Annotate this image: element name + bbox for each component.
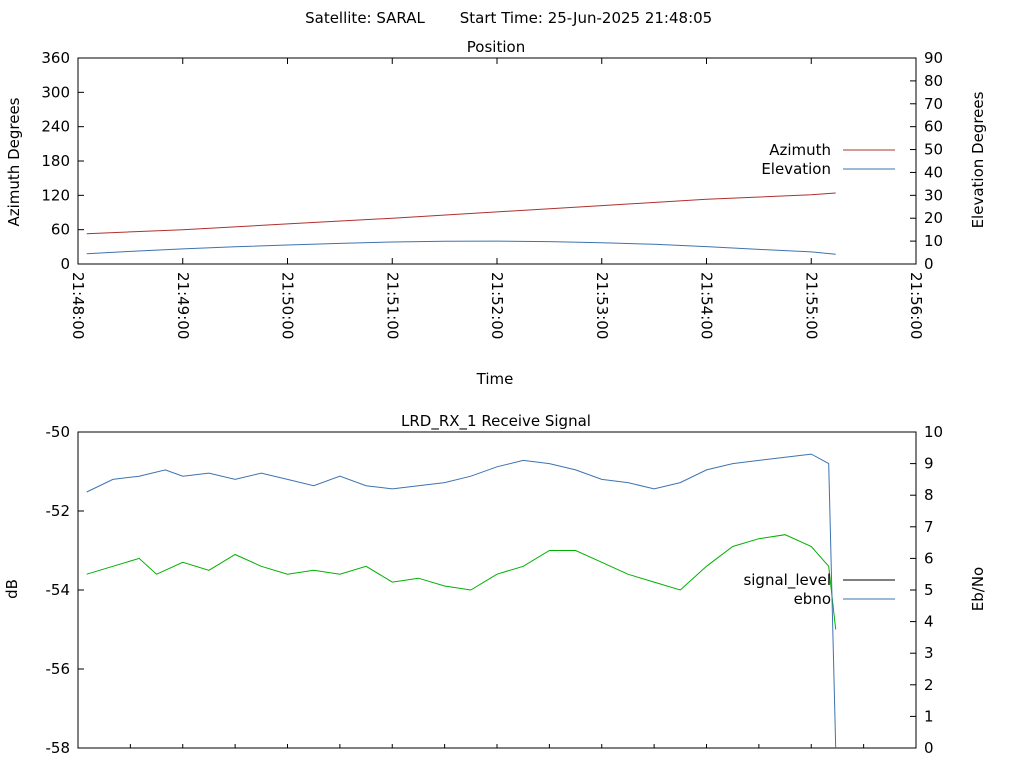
signal-y-tick-label: -56 xyxy=(46,660,71,678)
position-y2-tick-label: 90 xyxy=(924,49,943,67)
position-plot-area: 0 60 120 180 240 300 360 0 10 20 30 40 50 60 70 80 90 21:… xyxy=(41,49,943,339)
position-chart: Position Azimuth Degrees Elevation Degre… xyxy=(5,38,987,388)
position-y-tick-label: 120 xyxy=(41,186,70,204)
position-y-axis-label: Azimuth Degrees xyxy=(5,97,23,226)
position-chart-title: Position xyxy=(467,38,525,56)
position-series-azimuth-line xyxy=(86,192,836,235)
signal-plot-area: -58 -56 -54 -52 -50 0 1 2 3 4 5 6 7 8 9 10 signal_levele… xyxy=(46,423,944,757)
position-legend-label-azimuth: Azimuth xyxy=(769,141,831,159)
position-y2-tick-label: 50 xyxy=(924,141,943,159)
signal-chart-title: LRD_RX_1 Receive Signal xyxy=(401,412,591,431)
position-x-tick-label: 21:56:00 xyxy=(907,272,925,339)
position-x-tick-label: 21:48:00 xyxy=(69,272,87,339)
signal-y-tick-label: -54 xyxy=(46,581,71,599)
position-x-axis-label: Time xyxy=(476,370,514,388)
position-y2-tick-label: 80 xyxy=(924,72,943,90)
signal-chart: LRD_RX_1 Receive Signal dB Eb/No -58-56-… xyxy=(3,412,987,757)
signal-y2-tick-label: 4 xyxy=(924,613,934,631)
position-series-elevation-line xyxy=(86,240,836,255)
position-x-tick-label: 21:50:00 xyxy=(279,272,297,339)
position-y2-tick-label: 0 xyxy=(924,255,934,273)
signal-y-tick-label: -52 xyxy=(46,502,71,520)
position-legend-label-elevation: Elevation xyxy=(761,160,831,178)
signal-legend-label-ebno: ebno xyxy=(794,590,831,608)
position-y-tick-label: 60 xyxy=(51,221,70,239)
position-y-tick-label: 240 xyxy=(41,118,70,136)
position-x-tick-label: 21:51:00 xyxy=(383,272,401,339)
position-y2-tick-label: 70 xyxy=(924,95,943,113)
position-y-tick-label: 360 xyxy=(41,49,70,67)
signal-y2-tick-label: 7 xyxy=(924,518,934,536)
signal-y2-tick-label: 10 xyxy=(924,423,943,441)
signal-y-tick-label: -58 xyxy=(46,739,71,757)
signal-y2-tick-label: 6 xyxy=(924,549,934,567)
signal-y2-tick-label: 1 xyxy=(924,707,934,725)
position-y2-axis-label: Elevation Degrees xyxy=(969,91,987,228)
signal-y2-axis-label: Eb/No xyxy=(969,567,987,611)
position-y2-tick-label: 20 xyxy=(924,209,943,227)
position-y2-tick-label: 40 xyxy=(924,163,943,181)
signal-plot-border xyxy=(77,431,917,749)
signal-y2-tick-label: 3 xyxy=(924,644,934,662)
position-x-tick-label: 21:49:00 xyxy=(174,272,192,339)
signal-y2-tick-label: 2 xyxy=(924,676,934,694)
header-satellite: Satellite: SARAL xyxy=(305,9,425,27)
position-y-tick-label: 300 xyxy=(41,83,70,101)
signal-series-ebno-line xyxy=(86,453,837,749)
header-start-time: Start Time: 25-Jun-2025 21:48:05 xyxy=(460,9,712,27)
signal-legend-label-signal-level: signal_level xyxy=(743,571,831,590)
signal-y2-tick-label: 5 xyxy=(924,581,934,599)
position-y2-tick-label: 60 xyxy=(924,118,943,136)
position-x-tick-label: 21:52:00 xyxy=(488,272,506,339)
position-x-tick-label: 21:55:00 xyxy=(802,272,820,339)
signal-y-tick-label: -50 xyxy=(46,423,71,441)
position-y2-tick-label: 10 xyxy=(924,232,943,250)
position-y-tick-label: 0 xyxy=(60,255,70,273)
position-y2-tick-label: 30 xyxy=(924,186,943,204)
signal-y2-tick-label: 8 xyxy=(924,486,934,504)
signal-series-signal-level-line xyxy=(86,534,837,630)
signal-y2-tick-label: 9 xyxy=(924,455,934,473)
position-y-tick-label: 180 xyxy=(41,152,70,170)
signal-y2-tick-label: 0 xyxy=(924,739,934,757)
position-x-tick-label: 21:53:00 xyxy=(593,272,611,339)
signal-y-axis-label: dB xyxy=(3,579,21,599)
position-x-tick-label: 21:54:00 xyxy=(698,272,716,339)
